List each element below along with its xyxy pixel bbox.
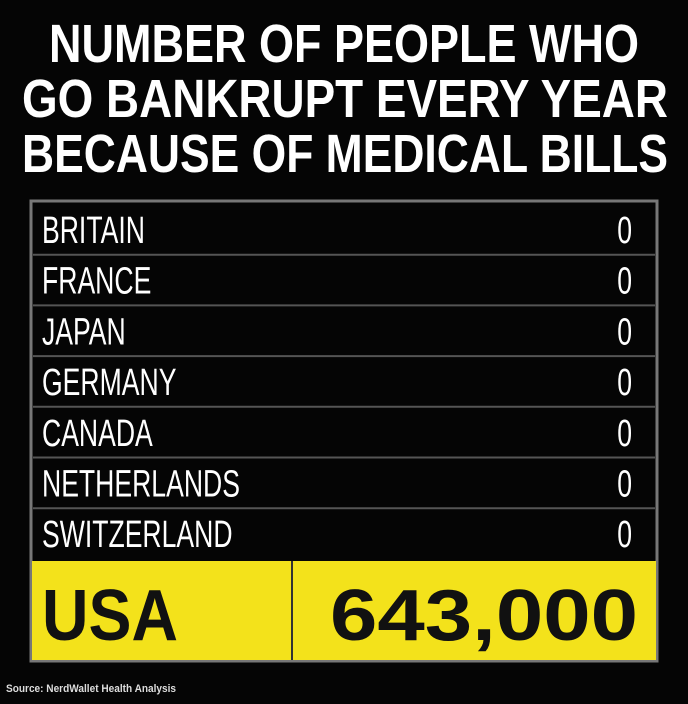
highlight-row — [32, 561, 656, 660]
table-border — [29, 199, 659, 663]
highlight-value: 643,000 — [330, 576, 638, 656]
country: JAPAN — [42, 310, 126, 353]
highlight-country: USA — [42, 576, 178, 656]
source: Source: NerdWallet Health Analysis — [6, 683, 176, 695]
country: CANADA — [42, 411, 153, 454]
country: BRITAIN — [42, 208, 145, 251]
count: 0 — [617, 462, 632, 505]
country: FRANCE — [42, 259, 151, 302]
count: 0 — [617, 411, 632, 454]
count: 0 — [617, 310, 632, 353]
title-line: NUMBER OF PEOPLE WHO — [49, 14, 639, 74]
count: 0 — [617, 360, 632, 403]
count: 0 — [617, 208, 632, 251]
country: GERMANY — [42, 360, 177, 403]
count: 0 — [617, 259, 632, 302]
country: NETHERLANDS — [42, 462, 240, 505]
title-line: GO BANKRUPT EVERY YEAR — [22, 69, 668, 129]
country: SWITZERLAND — [42, 512, 233, 555]
count: 0 — [617, 512, 632, 555]
table: BRITAIN 0 FRANCE 0 JAPAN 0 GERMANY 0 CANADA 0 NETH… — [33, 208, 655, 555]
title-line: BECAUSE OF MEDICAL BILLS — [22, 124, 668, 184]
